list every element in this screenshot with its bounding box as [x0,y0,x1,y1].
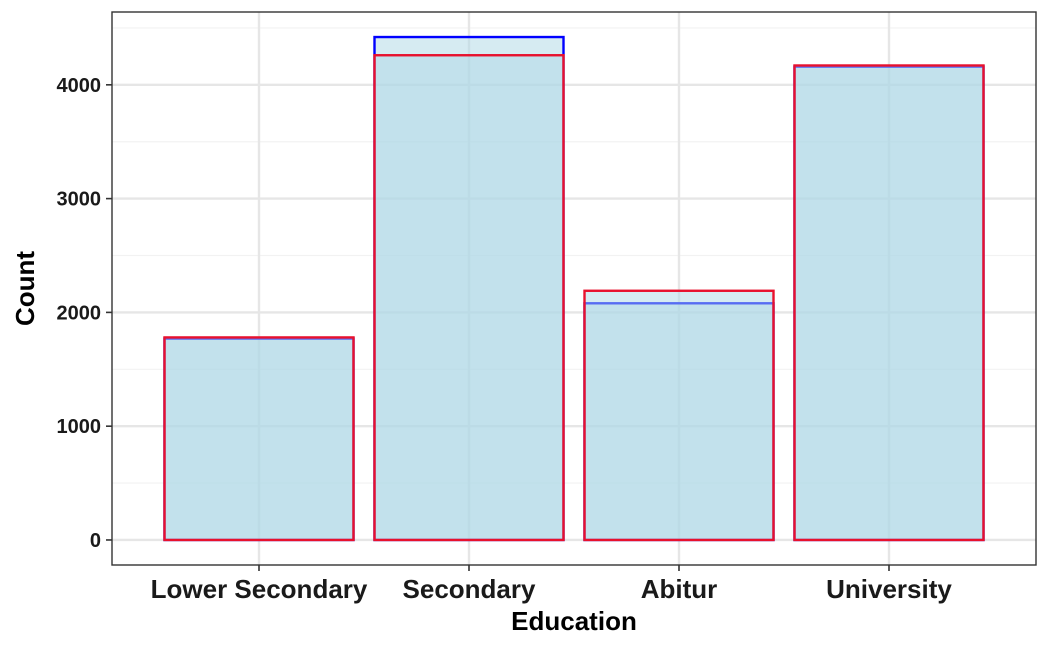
bar-series-2-lower-secondary [163,336,355,542]
x-tick-label: Lower Secondary [151,574,368,604]
x-axis: Lower Secondary Secondary Abitur University [151,565,952,604]
panel-border [111,11,1037,566]
x-axis-title: Education [511,606,637,636]
x-tick-label: University [826,574,952,604]
x-tick-label: Secondary [403,574,536,604]
bar-series-2-university [793,64,985,542]
y-axis-title: Count [10,251,40,326]
y-axis: 0 1000 2000 3000 4000 [57,75,112,552]
y-tick-label: 0 [90,530,101,552]
bars-group [163,35,985,542]
bar-series-2-secondary [373,54,565,542]
y-tick-label: 2000 [57,302,102,324]
y-tick-label: 3000 [57,189,102,211]
bar-series-2-abitur [583,289,775,542]
y-tick-label: 1000 [57,416,102,438]
y-tick-label: 4000 [57,75,102,97]
x-tick-label: Abitur [641,574,718,604]
